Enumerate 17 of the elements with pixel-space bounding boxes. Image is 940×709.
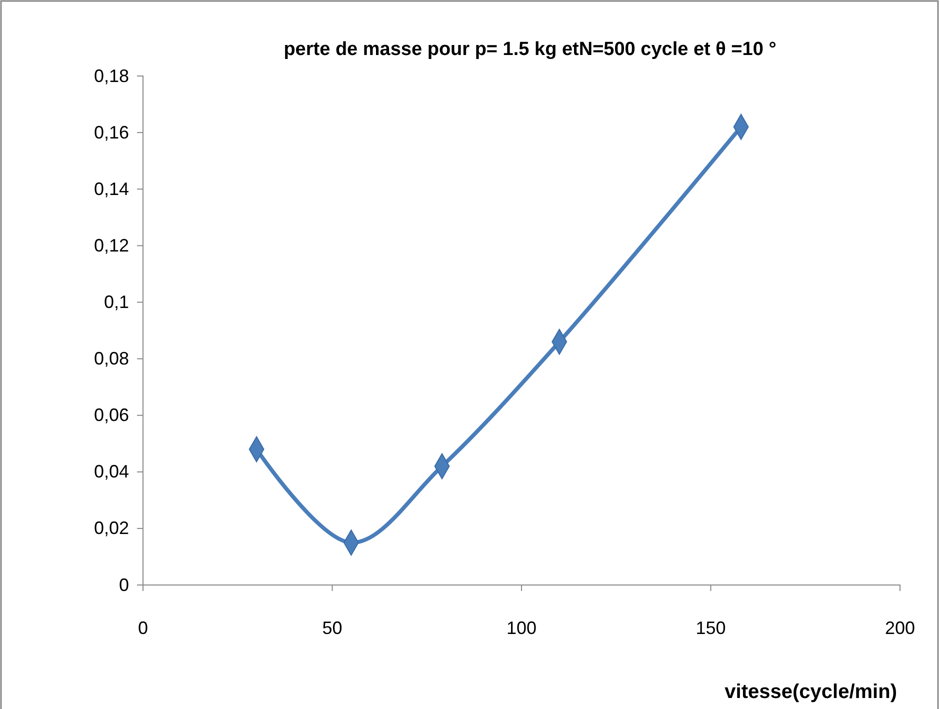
x-axis-title: vitesse(cycle/min): [724, 681, 897, 703]
x-tick-label: 100: [506, 618, 537, 638]
y-tick-label: 0,18: [94, 66, 129, 86]
x-tick-label: 200: [884, 618, 916, 638]
y-tick-label: 0,02: [94, 518, 129, 538]
y-tick-label: 0: [118, 574, 129, 595]
y-tick-label: 0,06: [94, 405, 129, 426]
x-tick-label: 150: [696, 618, 726, 638]
y-tick-label: 0,08: [94, 348, 129, 369]
y-tick-label: 0,14: [94, 178, 129, 199]
x-tick-label: 50: [322, 618, 342, 638]
y-tick-label: 0,12: [94, 235, 129, 256]
chart-title: perte de masse pour p= 1.5 kg etN=500 cycle et θ =10 °: [284, 39, 776, 60]
y-tick-label: 0,1: [104, 292, 129, 312]
x-tick-label: 0: [138, 618, 148, 638]
y-tick-label: 0,04: [94, 462, 129, 482]
y-tick-label: 0,16: [94, 122, 129, 142]
